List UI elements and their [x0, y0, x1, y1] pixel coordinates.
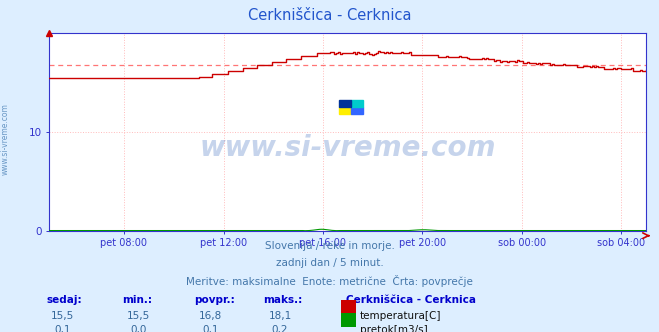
- Text: Cerkniščica - Cerknica: Cerkniščica - Cerknica: [248, 8, 411, 23]
- Text: Meritve: maksimalne  Enote: metrične  Črta: povprečje: Meritve: maksimalne Enote: metrične Črta…: [186, 275, 473, 287]
- Text: Cerkniščica - Cerknica: Cerkniščica - Cerknica: [346, 295, 476, 305]
- Text: 0,2: 0,2: [272, 325, 289, 332]
- Text: Slovenija / reke in morje.: Slovenija / reke in morje.: [264, 241, 395, 251]
- Text: 0,0: 0,0: [130, 325, 146, 332]
- Text: pretok[m3/s]: pretok[m3/s]: [360, 325, 428, 332]
- Text: zadnji dan / 5 minut.: zadnji dan / 5 minut.: [275, 258, 384, 268]
- Text: www.si-vreme.com: www.si-vreme.com: [200, 134, 496, 162]
- Text: 16,8: 16,8: [199, 311, 223, 321]
- Text: 15,5: 15,5: [51, 311, 74, 321]
- Text: 15,5: 15,5: [127, 311, 150, 321]
- Text: www.si-vreme.com: www.si-vreme.com: [1, 104, 10, 175]
- Text: povpr.:: povpr.:: [194, 295, 235, 305]
- Bar: [339, 100, 351, 107]
- Text: sedaj:: sedaj:: [46, 295, 82, 305]
- Bar: [339, 107, 351, 114]
- Text: min.:: min.:: [122, 295, 152, 305]
- Text: 0,1: 0,1: [54, 325, 71, 332]
- Text: temperatura[C]: temperatura[C]: [360, 311, 442, 321]
- Bar: [351, 100, 362, 107]
- Text: 18,1: 18,1: [268, 311, 292, 321]
- Text: maks.:: maks.:: [264, 295, 303, 305]
- Text: 0,1: 0,1: [202, 325, 219, 332]
- Bar: [351, 107, 362, 114]
